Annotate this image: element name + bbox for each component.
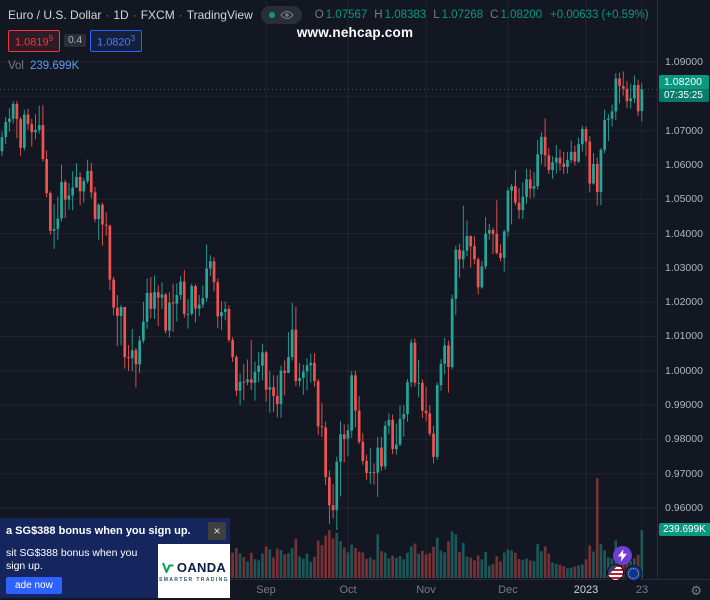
ad-cta-button[interactable]: ade now	[6, 577, 62, 594]
chart-legend: Euro / U.S. Dollar · 1D · FXCM · Trading…	[8, 6, 649, 72]
separator: ·	[132, 8, 137, 22]
candlestick-chart[interactable]	[0, 0, 658, 580]
ad-body: sit SG$388 bonus when you sign up. ade n…	[0, 544, 230, 598]
watermark: www.nehcap.com	[296, 25, 414, 40]
price-axis-label: 1.07000	[665, 125, 703, 137]
us-flag-icon[interactable]	[607, 564, 624, 581]
ad-top-bar: a SG$388 bonus when you sign up. ×	[0, 518, 230, 544]
ohlc-values: O 1.07567 H 1.08383 L 1.07268 C 1.08200 +0.0…	[310, 9, 649, 21]
exchange-label: FXCM	[140, 8, 175, 22]
change-value: +0.00633 (+0.59%)	[550, 9, 649, 21]
last-price-badge: 1.08200 07:35:25	[659, 75, 709, 102]
settings-gear-icon[interactable]: ⚙	[690, 583, 702, 598]
oanda-logo[interactable]: OANDA SMARTER TRADING	[158, 544, 230, 598]
eu-flag-icon[interactable]	[625, 565, 642, 582]
oanda-brand-text: OANDA	[176, 559, 227, 575]
time-axis-label: Sep	[256, 584, 276, 596]
volume-value: 239.699K	[30, 59, 80, 72]
open-label: O	[314, 9, 324, 21]
ad-close-button[interactable]: ×	[208, 522, 226, 540]
attribution-link[interactable]: TradingView	[186, 8, 253, 22]
ask-button[interactable]: 1.08203	[90, 30, 143, 52]
symbol-title[interactable]: Euro / U.S. Dollar	[8, 8, 102, 22]
price-axis-label: 1.02000	[665, 296, 703, 308]
ad-headline: a SG$388 bonus when you sign up.	[6, 525, 191, 537]
price-axis-label: 0.99000	[665, 399, 703, 411]
price-axis-label: 1.06000	[665, 159, 703, 171]
separator: ·	[105, 8, 110, 22]
ask-value: 1.0820	[97, 36, 131, 49]
oanda-ad: a SG$388 bonus when you sign up. × sit S…	[0, 518, 230, 598]
eye-icon[interactable]	[280, 10, 294, 20]
spread-value: 0.4	[64, 34, 87, 48]
market-status-pill[interactable]	[260, 6, 302, 24]
last-price-value: 1.08200	[664, 76, 702, 88]
time-axis-label: 2023	[573, 584, 599, 596]
price-axis-label: 0.97000	[665, 468, 703, 480]
bid-ask-row: 1.08199 0.4 1.08203	[8, 30, 649, 52]
volume-label: Vol	[8, 59, 24, 72]
price-axis-label: 1.00000	[665, 365, 703, 377]
oanda-tagline: SMARTER TRADING	[159, 576, 229, 583]
high-label: H	[374, 9, 383, 21]
price-axis-label: 1.09000	[665, 56, 703, 68]
bar-countdown: 07:35:25	[659, 89, 709, 102]
legend-title-row: Euro / U.S. Dollar · 1D · FXCM · Trading…	[8, 6, 649, 24]
low-label: L	[433, 9, 440, 21]
ad-text-panel: sit SG$388 bonus when you sign up. ade n…	[0, 544, 158, 598]
ask-sup: 3	[130, 34, 136, 43]
price-axis-label: 1.05000	[665, 193, 703, 205]
high-value: 1.08383	[384, 9, 427, 21]
flash-icon[interactable]	[613, 546, 632, 565]
time-axis-label: Nov	[416, 584, 436, 596]
bid-sup: 9	[48, 34, 54, 43]
low-value: 1.07268	[441, 9, 484, 21]
time-axis-label: Oct	[339, 584, 357, 596]
close-label: C	[490, 9, 499, 21]
open-value: 1.07567	[325, 9, 368, 21]
volume-row: Vol 239.699K	[8, 60, 649, 72]
bid-button[interactable]: 1.08199	[8, 30, 61, 52]
market-open-dot	[268, 12, 275, 18]
lightning-bolt-icon	[618, 549, 627, 562]
time-axis-label: 23	[635, 584, 649, 596]
separator: ·	[178, 8, 183, 22]
time-axis-label: Dec	[498, 584, 518, 596]
bid-value: 1.0819	[15, 36, 49, 49]
price-axis-label: 0.96000	[665, 502, 703, 514]
interval-label[interactable]: 1D	[113, 8, 129, 22]
price-axis-label: 1.04000	[665, 228, 703, 240]
price-axis[interactable]: 1.08200 07:35:25 239.699K 1.09000 1.07000…	[657, 0, 710, 580]
ad-text: sit SG$388 bonus when you sign up.	[6, 547, 138, 572]
volume-axis-badge: 239.699K	[659, 523, 710, 536]
price-axis-label: 1.03000	[665, 262, 703, 274]
price-axis-label: 1.01000	[665, 330, 703, 342]
price-axis-label: 0.98000	[665, 433, 703, 445]
close-value: 1.08200	[500, 9, 543, 21]
oanda-mark-icon	[161, 562, 174, 573]
